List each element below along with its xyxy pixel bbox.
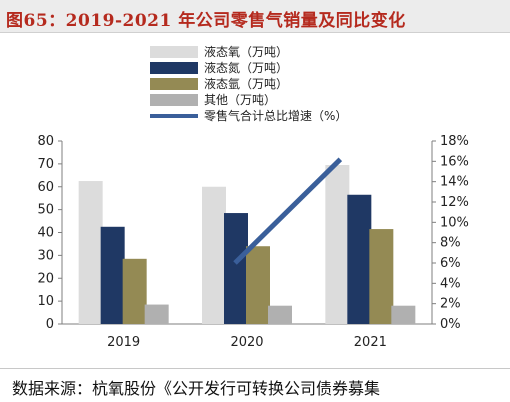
legend-label-0: 液态氧（万吨）: [204, 44, 288, 59]
x-tick-label-0: 2019: [107, 335, 140, 350]
y-tick-label-7: 70: [37, 157, 54, 172]
legend-label-2: 液态氩（万吨）: [204, 76, 288, 91]
y-tick-label-8: 80: [37, 134, 54, 149]
bar-2-2020: [246, 246, 270, 324]
y2-tick-label-6: 12%: [440, 195, 469, 210]
y2-tick-label-9: 18%: [440, 134, 469, 149]
legend-label-3: 其他（万吨）: [204, 93, 276, 107]
legend-swatch-1: [150, 62, 198, 74]
source-bar: 数据来源：杭氧股份《公开发行可转换公司债券募集: [0, 368, 510, 402]
bar-3-2020: [268, 305, 292, 324]
x-tick-label-2: 2021: [354, 335, 387, 350]
y2-tick-label-0: 0%: [440, 317, 461, 332]
y-tick-label-6: 60: [37, 180, 54, 195]
legend-swatch-3: [150, 94, 198, 106]
y2-tick-label-7: 14%: [440, 175, 469, 190]
y2-tick-label-5: 10%: [440, 215, 469, 230]
y-tick-label-3: 30: [37, 248, 54, 263]
bar-1-2020: [224, 213, 248, 324]
y-tick-label-4: 40: [37, 226, 54, 241]
bar-0-2019: [78, 181, 103, 324]
bar-2-2019: [122, 258, 147, 324]
legend-label-1: 液态氮（万吨）: [204, 60, 288, 75]
y-tick-label-5: 50: [37, 203, 54, 218]
figure-title-bar: 图65：2019-2021 年公司零售气销量及同比变化: [0, 0, 510, 33]
y2-tick-label-1: 2%: [440, 297, 461, 312]
bar-1-2021: [347, 194, 372, 324]
y2-tick-label-4: 8%: [440, 236, 461, 251]
y-tick-label-2: 20: [37, 271, 54, 286]
bar-0-2020: [202, 186, 226, 324]
growth-line: [233, 157, 343, 265]
legend-swatch-2: [150, 78, 198, 90]
y2-tick-label-3: 6%: [440, 256, 461, 271]
bar-2-2021: [369, 229, 394, 324]
y-tick-label-0: 0: [46, 317, 54, 332]
x-tick-label-1: 2020: [230, 335, 263, 350]
bar-0-2021: [325, 165, 350, 324]
legend-label-4: 零售气合计总比增速（%）: [204, 108, 347, 123]
bar-3-2019: [144, 304, 169, 324]
legend-swatch-0: [150, 46, 198, 58]
y2-tick-label-8: 16%: [440, 154, 469, 169]
y2-tick-label-2: 4%: [440, 276, 461, 291]
figure-title: 图65：2019-2021 年公司零售气销量及同比变化: [6, 11, 406, 31]
y-tick-label-1: 10: [37, 294, 54, 309]
source-note: 数据来源：杭氧股份《公开发行可转换公司债券募集: [12, 379, 381, 398]
chart: 液态氧（万吨）液态氮（万吨）液态氩（万吨） 其他（万吨）零售气合计总比增速（%） 0…: [37, 44, 469, 350]
bar-3-2021: [391, 305, 416, 324]
bar-1-2019: [100, 226, 125, 324]
